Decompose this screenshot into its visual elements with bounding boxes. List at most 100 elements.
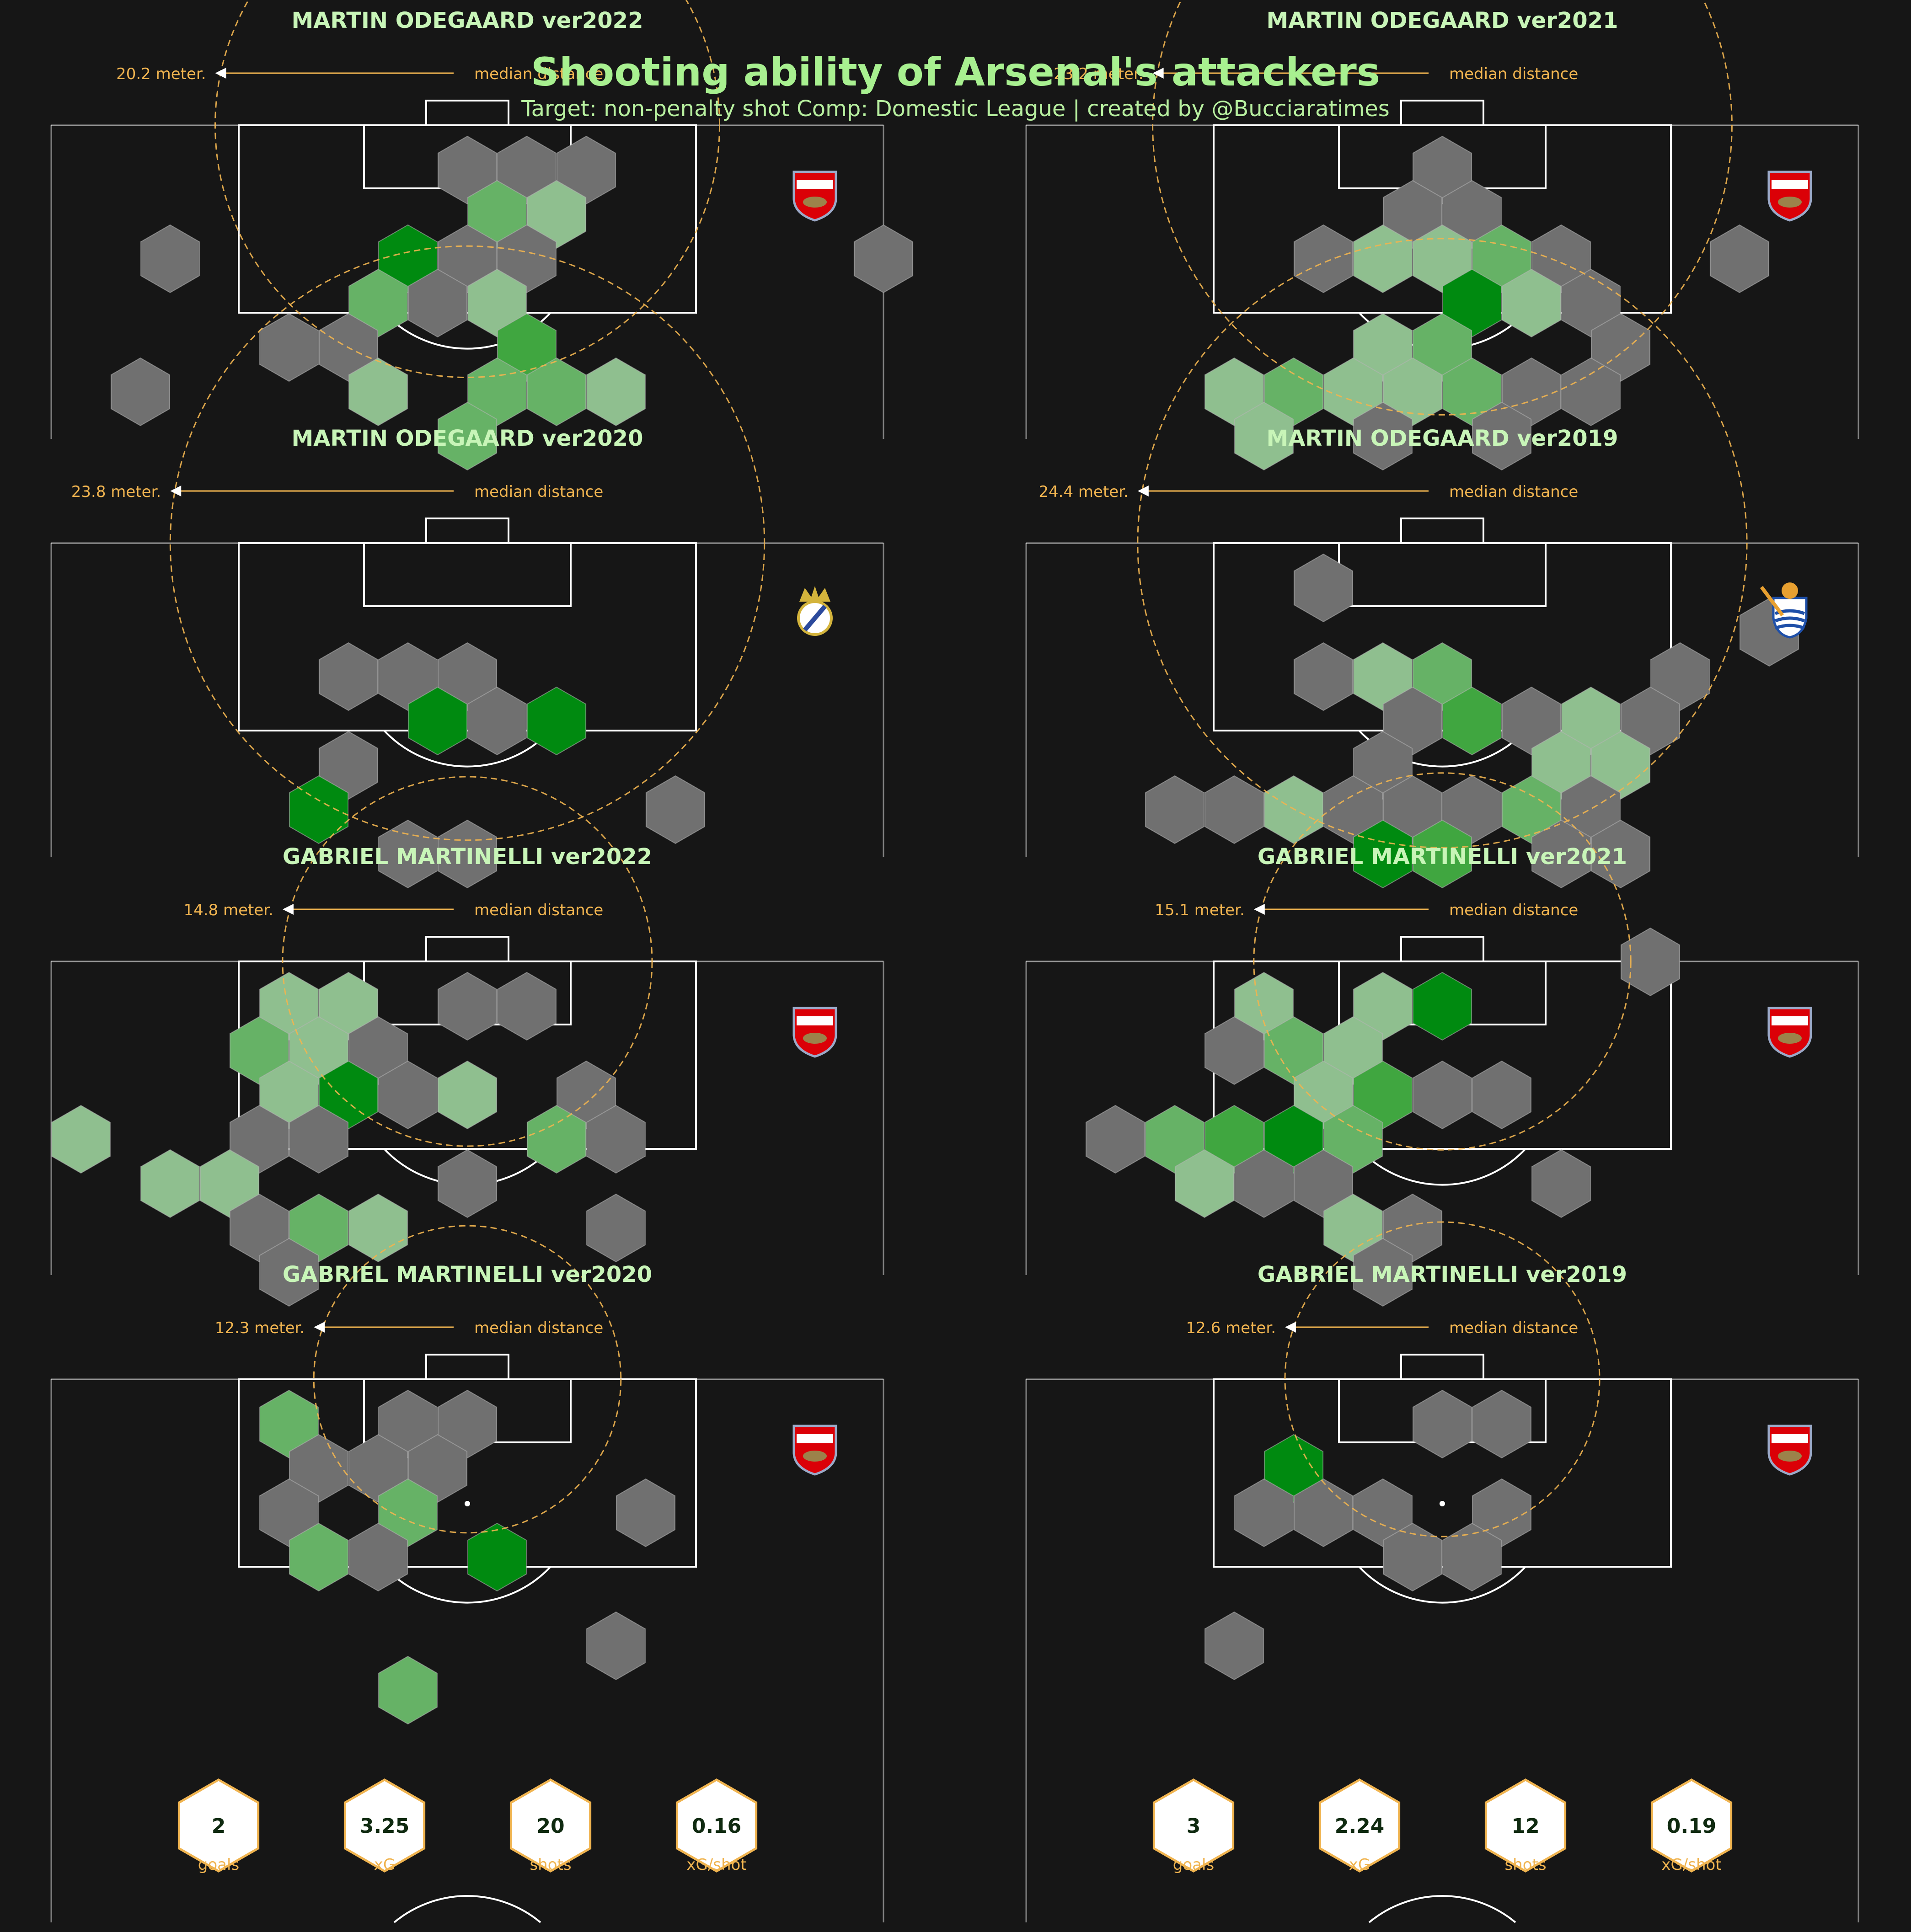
hexbin-cell: [1204, 1611, 1264, 1681]
hexbin-layer: [1204, 135, 1770, 471]
stat-value: 3: [1187, 1815, 1201, 1838]
stat-badge: [675, 1778, 758, 1873]
figure-title: Shooting ability of Arsenal's attackers: [531, 49, 1380, 95]
hexbin-cell: [140, 1149, 200, 1218]
hexbin-cell: [526, 357, 587, 427]
arsenal-crest-icon: [792, 1425, 837, 1476]
hexbin-cell: [616, 1478, 676, 1548]
hexbin-cell: [1382, 1522, 1443, 1592]
stat-label: xG: [374, 1856, 395, 1874]
stat-badge: [343, 1778, 426, 1873]
hexbin-cell: [1590, 819, 1651, 889]
hexbin-cell: [586, 1193, 646, 1263]
hexbin-cell: [318, 642, 379, 711]
median-distance-circle: [282, 776, 653, 1147]
hexbin-cell: [259, 1238, 319, 1307]
hexbin-cell: [437, 819, 498, 889]
median-distance-arrowhead: [1285, 1322, 1296, 1333]
hexbin-cell: [1412, 1060, 1472, 1130]
hexbin-layer: [1085, 927, 1681, 1307]
penalty-arc: [383, 1566, 551, 1604]
stat-label: shots: [1504, 1856, 1546, 1874]
hexbin-cell: [1531, 1149, 1591, 1218]
penalty-arc: [383, 730, 551, 768]
hexbin-cell: [1293, 553, 1354, 623]
stat-badge: [509, 1778, 592, 1873]
hexbin-cell: [348, 1522, 408, 1592]
median-distance-circle: [214, 0, 720, 378]
hexbin-cell: [1174, 1149, 1235, 1218]
hexbin-layer: [110, 135, 914, 471]
hexbin-cell: [1293, 1478, 1354, 1548]
hexbin-cell: [407, 268, 468, 338]
hexbin-cell: [497, 971, 557, 1041]
hexbin-cell: [467, 1522, 527, 1592]
panel-title: GABRIEL MARTINELLI ver2019: [1258, 1262, 1627, 1287]
real-madrid-crest-icon: [797, 586, 833, 636]
hexbin-cell: [1472, 401, 1532, 471]
stat-label: xG: [1349, 1856, 1370, 1874]
stat-label: goals: [1173, 1856, 1214, 1874]
hexbin-cell: [1145, 775, 1205, 844]
hexbin-cell: [437, 971, 498, 1041]
hexbin-cell: [1412, 1389, 1472, 1459]
goal: [1400, 1354, 1484, 1380]
panel-title: MARTIN ODEGAARD ver2019: [1267, 426, 1618, 451]
median-distance-value: 12.3 meter.: [215, 1319, 305, 1337]
hexbin-cell: [1293, 642, 1354, 711]
median-distance-arrowhead: [215, 68, 226, 79]
median-distance-label: median distance: [474, 65, 603, 83]
hexbin-cell: [407, 686, 468, 756]
stat-badge: [1318, 1778, 1401, 1873]
hexbin-cell: [1353, 1238, 1413, 1307]
stat-badge: [1650, 1778, 1733, 1873]
hexbin-layer: [51, 971, 646, 1307]
median-distance-label: median distance: [1449, 1319, 1578, 1337]
hexbin-cell: [526, 686, 587, 756]
penalty-arc: [1358, 1566, 1526, 1604]
hexbin-cell: [378, 1060, 438, 1130]
median-distance-value: 20.2 meter.: [116, 65, 206, 83]
hexbin-cell: [1561, 357, 1621, 427]
median-distance-arrowhead: [314, 1322, 325, 1333]
penalty-spot: [1440, 1501, 1445, 1506]
real-sociedad-crest-icon: [1760, 582, 1808, 639]
hexbin-cell: [1472, 1060, 1532, 1130]
hexbin-cell: [1501, 268, 1562, 338]
median-distance-circle: [1152, 0, 1733, 416]
hexbin-cell: [289, 1522, 349, 1592]
hexbin-cell: [1353, 819, 1413, 889]
hexbin-layer: [1145, 553, 1799, 889]
shot-map-panel: median distance 15.1 meter. GABRIEL MARTIN…: [1025, 772, 1859, 1307]
stat-badge: [1484, 1778, 1567, 1873]
centre-circle: [393, 1895, 541, 1923]
panel-title: MARTIN ODEGAARD ver2020: [292, 426, 643, 451]
shot-map-panel: median distance 12.6 meter. GABRIEL MARTIN…: [1025, 1221, 1859, 1923]
figure-subtitle: Target: non-penalty shot Comp: Domestic …: [521, 96, 1390, 122]
median-distance-value: 14.8 meter.: [183, 901, 273, 919]
median-distance-label: median distance: [474, 901, 603, 919]
median-distance-label: median distance: [474, 483, 603, 501]
stat-badge: [1152, 1778, 1235, 1873]
hexbin-cell: [526, 1105, 587, 1174]
panel-title: MARTIN ODEGAARD ver2021: [1267, 8, 1618, 33]
arsenal-crest-icon: [792, 171, 837, 222]
stat-value: 0.19: [1667, 1815, 1717, 1838]
stat-label: shots: [530, 1856, 571, 1874]
hexbin-cell: [289, 1105, 349, 1174]
stat-value: 20: [536, 1815, 564, 1838]
stat-value: 2: [212, 1815, 226, 1838]
hexbin-cell: [378, 819, 438, 889]
median-distance-value: 12.6 meter.: [1186, 1319, 1276, 1337]
median-distance-value: 23.2 meter.: [1054, 65, 1143, 83]
hexbin-layer: [1204, 1389, 1532, 1681]
hexbin-cell: [1620, 927, 1681, 997]
hexbin-cell: [140, 224, 200, 294]
median-distance-circle: [1137, 238, 1748, 849]
hexbin-cell: [1085, 1105, 1146, 1174]
goal: [1400, 518, 1484, 544]
arsenal-crest-icon: [1767, 1425, 1812, 1476]
shot-map-panel: median distance 24.4 meter. MARTIN ODEGAAR…: [1025, 238, 1859, 889]
median-distance-circle: [1284, 1221, 1601, 1537]
goal: [425, 936, 509, 962]
